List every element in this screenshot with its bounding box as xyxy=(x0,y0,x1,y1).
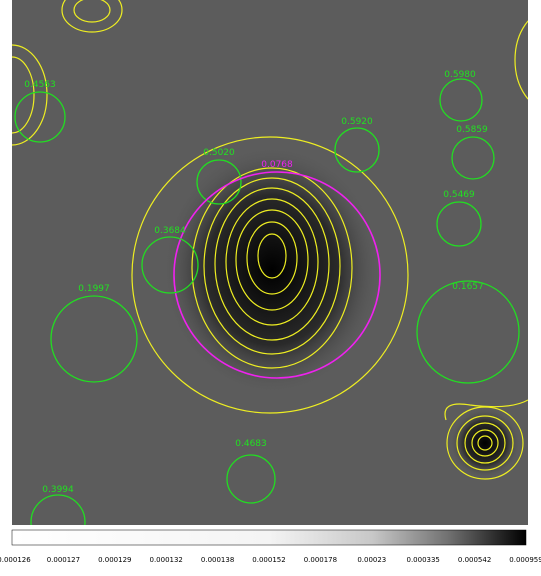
colorbar-tick-label: 0.000959 xyxy=(509,556,541,564)
colorbar-tick-label: 0.000138 xyxy=(201,556,234,564)
colorbar xyxy=(11,529,527,546)
colorbar-tick-label: 0.000178 xyxy=(304,556,337,564)
region-label: 0.5920 xyxy=(341,117,373,127)
colorbar-tick-label: 0.000127 xyxy=(47,556,80,564)
region-label: 0.5980 xyxy=(444,70,476,80)
region-label: 0.0768 xyxy=(261,160,293,170)
region-label: 0.5859 xyxy=(456,125,488,135)
colorbar-tick-label: 0.000542 xyxy=(458,556,491,564)
colorbar-tick-label: 0.00023 xyxy=(357,556,386,564)
region-label: 0.4683 xyxy=(235,439,267,449)
region-label: 0.1997 xyxy=(78,284,110,294)
colorbar-tick-label: 0.000129 xyxy=(98,556,131,564)
colorbar-tick-label: 0.000335 xyxy=(406,556,439,564)
colorbar-tick-label: 0.000126 xyxy=(0,556,31,564)
region-label: 0.5020 xyxy=(203,148,235,158)
region-label: 0.1657 xyxy=(452,282,484,292)
region-label: 0.4563 xyxy=(24,80,56,90)
region-label: 0.3684 xyxy=(154,226,186,236)
region-label: 0.5469 xyxy=(443,190,475,200)
colorbar-tick-label: 0.000152 xyxy=(252,556,285,564)
region-label: 0.3994 xyxy=(42,485,74,495)
image: 0.4563 0.5980 0.5920 0.5859 0.5020 0.076… xyxy=(12,0,528,525)
colorbar-tick-label: 0.000132 xyxy=(149,556,182,564)
colorbar-ticks: 0.000126 0.000127 0.000129 0.000132 0.000138… xyxy=(0,556,541,564)
